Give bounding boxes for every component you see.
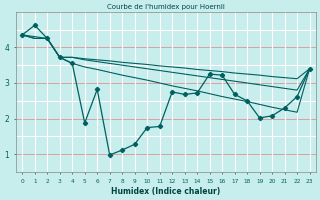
Text: Courbe de l'humidex pour Hoernli: Courbe de l'humidex pour Hoernli	[107, 4, 225, 10]
X-axis label: Humidex (Indice chaleur): Humidex (Indice chaleur)	[111, 187, 220, 196]
